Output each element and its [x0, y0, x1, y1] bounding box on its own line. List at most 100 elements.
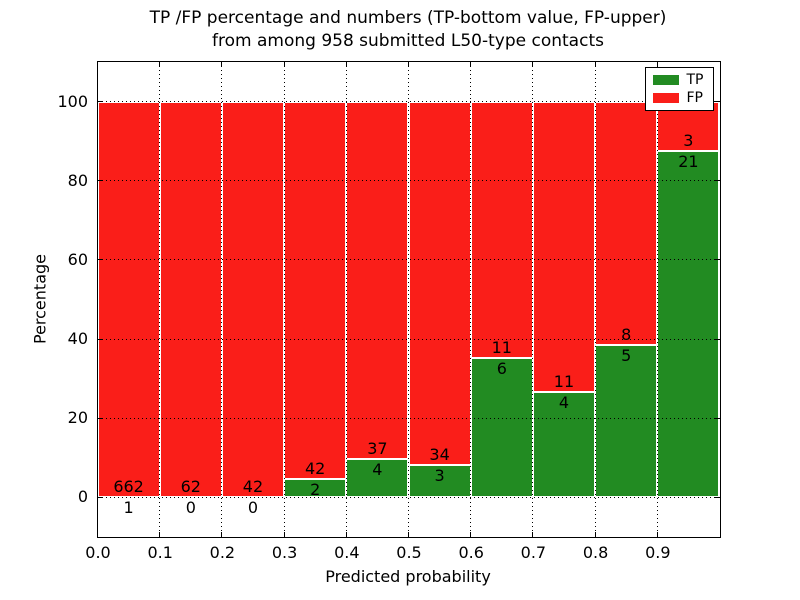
y-tick-label-40: 40	[67, 329, 88, 349]
chart-title-line1: TP /FP percentage and numbers (TP-bottom…	[149, 8, 667, 28]
gridline-v-3	[283, 62, 285, 537]
legend-swatch-fp-icon	[652, 92, 679, 103]
legend: TP FP	[644, 66, 714, 111]
y-tick-right-20	[714, 417, 720, 419]
bar-label-tp-0: 1	[123, 497, 134, 517]
y-axis-title: Percentage	[30, 253, 50, 345]
plot-inner: 662 1 62 0 42 0 42 2 37 4 34 3 11 6 11 4 8 5 3 21	[97, 62, 720, 537]
x-tick-top-3	[283, 62, 285, 67]
bar-label-fp-6: 11	[491, 337, 512, 357]
y-tick-left-100	[97, 101, 103, 103]
legend-label-tp: TP	[686, 71, 704, 88]
bar-label-tp-3: 2	[310, 480, 321, 500]
bar-label-fp-9: 3	[683, 131, 694, 151]
legend-swatch-tp-icon	[652, 74, 679, 85]
bar-label-fp-4: 37	[367, 438, 388, 458]
x-tick-label-0.5: 0.5	[396, 543, 422, 562]
bar-label-tp-7: 4	[558, 392, 570, 412]
x-tick-top-5	[408, 62, 409, 67]
y-tick-label-100: 100	[57, 91, 88, 111]
gridline-v-7	[532, 62, 534, 537]
x-tick-top-4	[345, 62, 347, 67]
y-tick-label-0: 0	[77, 487, 88, 507]
bar-segment-fp-3	[284, 101, 347, 480]
bar-segment-fp-1	[159, 101, 222, 498]
x-tick-label-0.3: 0.3	[271, 543, 298, 562]
bar-label-fp-2: 42	[242, 477, 264, 497]
x-tick-top-1	[159, 62, 161, 67]
bar-segment-tp-5	[408, 465, 471, 498]
x-tick-top-2	[221, 62, 223, 67]
plot-area: 662 1 62 0 42 0 42 2 37 4 34 3 11 6 11 4 8 5 3 21 TP FP	[96, 61, 721, 538]
bar-label-fp-8: 8	[621, 325, 632, 345]
gridline-v-1	[159, 62, 161, 537]
bar-label-tp-8: 5	[621, 346, 632, 366]
x-tick-label-0.7: 0.7	[520, 543, 547, 562]
y-tick-left-80	[97, 180, 103, 182]
bar-segment-fp-2	[221, 101, 285, 498]
x-tick-label-0.1: 0.1	[147, 543, 173, 562]
y-tick-right-0	[714, 496, 720, 498]
bar-segment-fp-8	[595, 101, 658, 346]
x-tick-label-0.4: 0.4	[334, 543, 360, 562]
bar-label-tp-2: 0	[247, 498, 259, 518]
bar-label-fp-7: 11	[553, 371, 575, 391]
x-tick-bottom-1	[159, 532, 161, 537]
x-tick-bottom-8	[594, 532, 596, 537]
x-tick-top-7	[532, 62, 534, 67]
y-tick-label-20: 20	[67, 408, 88, 428]
y-tick-right-100	[714, 101, 720, 103]
bar-segment-tp-7	[532, 391, 596, 498]
bar-segment-fp-5	[408, 101, 471, 466]
x-tick-label-0.2: 0.2	[209, 543, 236, 562]
x-tick-bottom-6	[470, 532, 472, 537]
legend-label-fp: FP	[686, 89, 704, 106]
gridline-v-2	[221, 62, 223, 537]
x-tick-bottom-3	[283, 532, 285, 537]
x-tick-label-0.6: 0.6	[458, 543, 484, 562]
legend-item-fp: FP	[652, 89, 706, 106]
chart-title-line2: from among 958 submitted L50-type contac…	[212, 31, 604, 51]
gridline-v-8	[594, 62, 596, 537]
bar-segment-fp-6	[470, 101, 533, 358]
y-tick-right-60	[714, 259, 720, 261]
bar-segment-tp-8	[595, 345, 658, 498]
bar-label-tp-4: 4	[372, 459, 383, 479]
y-tick-right-80	[714, 180, 720, 182]
bar-segment-tp-9	[657, 151, 720, 498]
chart-title: TP /FP percentage and numbers (TP-bottom…	[97, 7, 719, 53]
x-tick-label-0.8: 0.8	[582, 543, 609, 562]
legend-item-tp: TP	[652, 71, 706, 88]
bar-label-tp-9: 21	[678, 152, 699, 172]
x-tick-bottom-5	[408, 532, 409, 537]
x-tick-top-9	[656, 62, 658, 67]
gridline-v-6	[470, 62, 472, 537]
gridline-v-4	[345, 62, 347, 537]
x-tick-top-8	[594, 62, 596, 67]
x-tick-bottom-4	[345, 532, 347, 537]
y-tick-left-0	[97, 496, 103, 498]
bar-segment-fp-0	[97, 101, 160, 497]
bar-label-fp-3: 42	[305, 459, 326, 479]
bar-label-tp-1: 0	[185, 498, 196, 518]
x-tick-bottom-2	[221, 532, 223, 537]
y-tick-label-80: 80	[67, 170, 88, 190]
bar-segment-fp-4	[346, 101, 409, 459]
y-tick-label-60: 60	[67, 249, 88, 269]
x-tick-bottom-7	[532, 532, 534, 537]
y-tick-right-40	[714, 338, 720, 340]
x-axis-title: Predicted probability	[325, 567, 491, 586]
gridline-v-9	[656, 62, 658, 537]
bar-segment-fp-7	[532, 101, 596, 392]
y-tick-left-20	[97, 417, 103, 419]
bar-segment-tp-6	[470, 357, 533, 498]
x-tick-label-0.9: 0.9	[645, 543, 671, 562]
y-tick-left-60	[97, 259, 103, 261]
bar-label-tp-6: 6	[496, 358, 507, 378]
x-tick-label-0.0: 0.0	[85, 543, 111, 562]
x-tick-bottom-9	[656, 532, 658, 537]
bar-label-fp-5: 34	[429, 445, 450, 465]
gridline-v-5	[408, 62, 409, 537]
bar-label-tp-5: 3	[434, 466, 445, 486]
